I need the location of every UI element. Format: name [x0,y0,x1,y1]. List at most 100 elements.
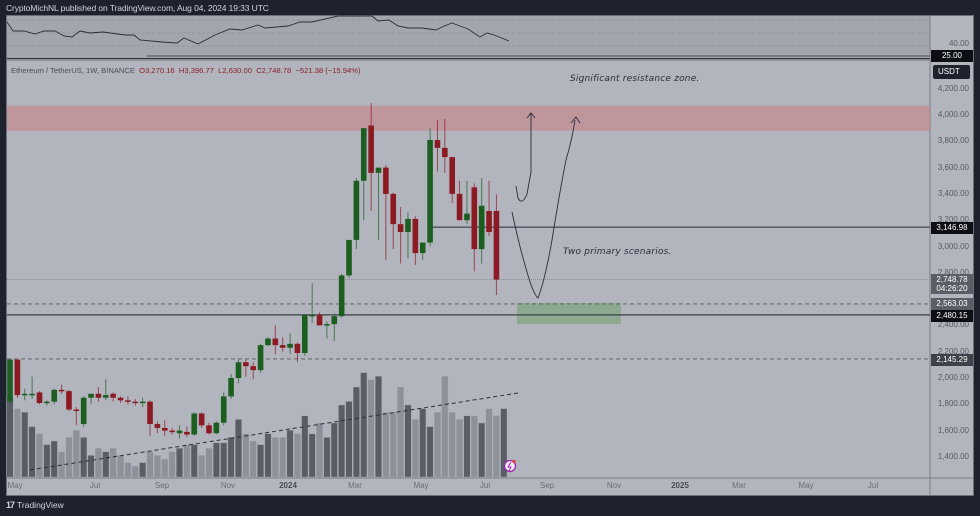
time-tick-label: Nov [606,481,622,490]
candle-body [464,213,470,221]
candle-body [324,324,330,326]
volume-bar [485,408,493,478]
arrow-up-icon [526,112,536,119]
candle-body [375,167,382,173]
volume-bar [28,426,36,478]
price-tick-label: 1,600.00 [937,425,969,435]
candle-body [7,359,13,402]
ohlc-low: L2,630.00 [218,66,252,75]
time-tick-label: 2025 [671,481,689,490]
candle-body [191,413,198,435]
candle-body [331,316,338,325]
volume-bar [434,412,441,478]
price-tick-label: 4,000.00 [937,110,969,119]
time-tick-label: Jul [89,481,101,490]
scenario-path-2 [511,119,576,299]
price-tick-label: 3,400.00 [937,188,969,198]
price-tick-label: 2,400.00 [937,320,969,330]
volume-bar [493,415,500,478]
candle-body [243,362,249,367]
candle-body [478,205,485,250]
tradingview-logo-icon: 17 [6,500,15,510]
currency-button[interactable]: USDT [933,65,970,79]
volume-bar [323,437,331,478]
volume-bar [220,442,228,478]
volume-ma-line [29,392,519,471]
time-tick-label: Sep [539,481,555,490]
rsi-axis-label: 40.00 [948,39,969,48]
candle-body [176,430,183,434]
ohlc-change: −521.38 (−15.94%) [295,66,361,75]
volume-bar [294,433,301,478]
candle-body [434,139,441,148]
volume-bar [257,444,264,478]
volume-bar [338,404,346,478]
volume-bar [36,433,43,478]
level-tag-3146: 3,146.98 [931,222,973,234]
candle-body [220,396,227,423]
volume-bar [242,433,250,478]
candle-body [80,397,87,425]
candle-body [132,401,139,404]
tradingview-brand: TradingView [17,500,64,510]
volume-bar [264,433,272,478]
time-tick-label: May [413,481,429,490]
candle-body [21,393,28,396]
candle-body [44,401,50,404]
price-tick-label: 3,000.00 [937,241,969,251]
volume-bar [161,458,169,478]
candle-body [486,210,492,233]
last-price: 2,748.78 [936,275,968,284]
volume-bar [72,430,80,478]
time-tick-label: Mar [348,481,362,490]
support-zone [517,303,621,325]
last-price-tag: 2,748.78 04:26:20 [931,274,973,294]
volume-bar [330,422,338,478]
volume-bar [404,404,412,478]
volume-bar [198,455,206,478]
candle-body [442,147,448,158]
annotation-scenarios: Two primary scenarios. [563,247,672,257]
candle-body [14,359,21,396]
volume-bar [271,437,279,478]
candle-body [117,397,124,401]
time-tick-label: 2024 [279,481,297,490]
candle-body [184,431,190,435]
candle-body [198,413,205,426]
volume-bar [286,430,294,478]
rsi-panel [7,16,930,58]
time-tick-label: Mar [732,481,746,490]
volume-bar [124,462,132,478]
candle-body [161,427,168,431]
time-tick-label: Sep [154,481,170,490]
volume-bar [360,372,368,478]
volume-bar [153,455,161,478]
volume-bar [308,433,316,478]
volume-bar [6,397,14,478]
candle-body [279,345,286,348]
price-tick-label: 2,800.00 [937,267,969,277]
volume-bar [470,415,478,478]
volume-bar [448,412,456,478]
price-tick-label: 4,200.00 [937,83,969,93]
candle-body [235,362,242,378]
volume-bar [235,419,242,478]
candle-body [36,392,43,403]
symbol-name: Ethereum / TetherUS, 1W, BINANCE [11,66,135,75]
volume-bar [50,440,58,478]
volume-bar [139,462,147,478]
annotation-resistance: Significant resistance zone. [570,74,700,84]
time-tick-label: May [798,481,814,490]
candle-body [397,224,404,233]
candle-body [383,167,389,194]
volume-bar [411,419,419,478]
volume-bar [43,444,51,478]
candle-body [456,193,463,221]
footer-brand[interactable]: 17 TradingView [6,500,64,510]
ohlc-high: H3,396.77 [178,66,214,75]
candle-body [95,393,102,398]
price-tick-label: 1,800.00 [937,399,969,409]
ohlc-open: O3,270.16 [139,66,175,75]
resistance-zone [7,105,930,131]
